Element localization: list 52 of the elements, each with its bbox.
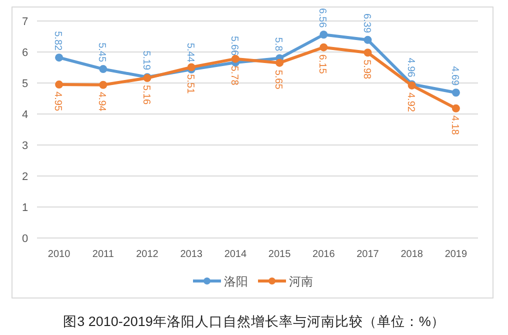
y-tick-label: 6: [22, 47, 28, 59]
y-tick-label: 4: [22, 109, 28, 121]
data-label: 4.18: [448, 115, 460, 136]
legend-label: 洛阳: [224, 274, 248, 288]
y-tick-label: 2: [22, 171, 28, 183]
y-tick-label: 3: [22, 140, 28, 152]
data-label: 5.16: [140, 85, 152, 105]
legend-label: 河南: [289, 274, 313, 288]
x-tick-label: 2013: [180, 249, 203, 260]
data-label: 5.98: [360, 60, 372, 80]
x-tick-label: 2012: [136, 249, 159, 260]
point: [55, 80, 64, 89]
point: [320, 43, 328, 52]
data-label: 5.78: [228, 66, 240, 86]
point: [452, 88, 460, 97]
x-tick-label: 2019: [444, 249, 468, 260]
data-label: 5.82: [52, 31, 64, 52]
y-tick-label: 1: [22, 202, 28, 214]
point: [276, 58, 284, 67]
data-label: 4.96: [404, 58, 416, 78]
data-label: 4.69: [448, 66, 460, 86]
x-tick-label: 2016: [312, 249, 336, 260]
point: [452, 104, 460, 112]
y-tick-label: 5: [22, 78, 28, 90]
text: 图3 2010-2019年洛阳人口自然增长率与河南比较（单位：%）: [63, 314, 445, 329]
point: [99, 65, 108, 74]
data-label: 5.65: [272, 70, 284, 90]
point: [364, 48, 372, 57]
point: [364, 36, 372, 44]
data-label: 5.19: [140, 50, 152, 71]
y-tick-label: 7: [22, 16, 28, 28]
data-label: 6.56: [316, 8, 328, 28]
point: [320, 30, 328, 39]
x-tick-label: 2010: [48, 249, 71, 260]
data-label: 5.66: [228, 36, 240, 56]
data-label: 4.92: [404, 92, 416, 112]
y-tick-label: 0: [22, 233, 28, 245]
point: [99, 80, 108, 89]
data-label: 5.45: [96, 42, 108, 62]
x-tick-label: 2018: [400, 249, 424, 260]
point: [55, 54, 64, 62]
data-label: 5.51: [184, 74, 196, 94]
data-label: 5.44: [184, 42, 196, 63]
x-tick-label: 2011: [92, 249, 114, 260]
data-label: 6.39: [360, 13, 372, 34]
data-label: 6.15: [316, 54, 328, 74]
data-label: 4.95: [52, 92, 64, 112]
x-tick-label: 2017: [356, 249, 380, 260]
data-label: 5.8: [272, 37, 284, 52]
data-label: 4.94: [96, 92, 108, 112]
x-tick-label: 2015: [268, 249, 292, 260]
x-tick-label: 2014: [224, 249, 248, 260]
